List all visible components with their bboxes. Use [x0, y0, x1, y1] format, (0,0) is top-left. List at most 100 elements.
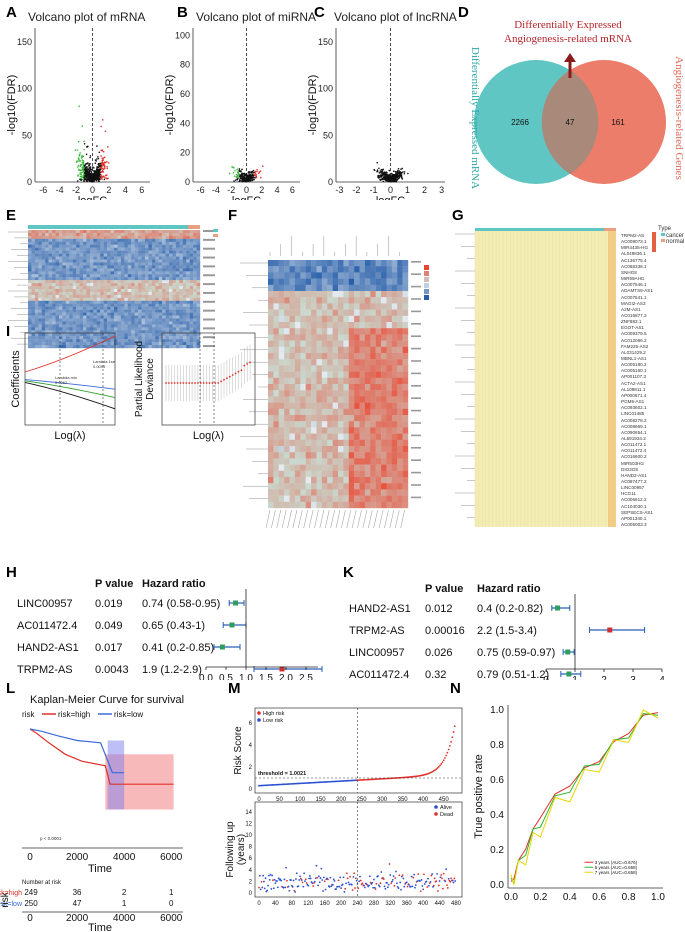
- heatmap-f-cell: [402, 495, 409, 502]
- heatmap-e-cell: [69, 286, 73, 290]
- heatmap-e-cell: [131, 274, 135, 278]
- heatmap-e-cell: [86, 241, 91, 245]
- heatmap-e-cell: [158, 303, 163, 307]
- heatmap-f-cell: [278, 495, 285, 502]
- heatmap-f-cell: [402, 384, 409, 391]
- heatmap-e-cell: [69, 230, 73, 234]
- heatmap-e-cell: [175, 277, 180, 281]
- volcano-point: [91, 175, 93, 178]
- venn-right-label: Angiogenesis-related Genes: [673, 56, 685, 180]
- heatmap-e-cell: [151, 300, 156, 304]
- heatmap-e-cell: [86, 309, 91, 313]
- heatmap-e-cell: [103, 283, 108, 287]
- heatmap-e-cell: [151, 230, 156, 234]
- heatmap-f-cell: [273, 365, 279, 372]
- heatmap-f-cell: [321, 371, 328, 378]
- heatmap-e-cell: [34, 271, 39, 275]
- volcano-point: [107, 146, 109, 148]
- heatmap-e-cell: [89, 291, 94, 296]
- heatmap-e-cell: [28, 345, 32, 349]
- heatmap-e-cell: [148, 241, 153, 245]
- heatmap-e-cell: [103, 324, 108, 328]
- heatmap-e-cell: [31, 336, 36, 340]
- heatmap-f-cell: [321, 421, 328, 428]
- heatmap-e-cell: [169, 283, 173, 287]
- heatmap-e-cell: [41, 345, 46, 349]
- heatmap-e-cell: [189, 238, 194, 242]
- heatmap-f-cell: [284, 470, 290, 478]
- heatmap-e-cell: [144, 289, 149, 293]
- volcano-point: [88, 176, 91, 178]
- heatmap-e-cell: [38, 321, 42, 325]
- heatmap-f-cell: [364, 309, 371, 316]
- heatmap-f-cell: [316, 303, 323, 310]
- heatmap-f-cell: [370, 315, 376, 323]
- heatmap-e-cell: [162, 327, 166, 331]
- heatmap-e-cell: [28, 232, 32, 237]
- heatmap-e-cell: [134, 274, 139, 278]
- volcano-point: [101, 119, 104, 121]
- heatmap-e-cell: [158, 286, 163, 290]
- heatmap-f-cell: [370, 427, 376, 434]
- heatmap-e-cell: [179, 333, 183, 337]
- heatmap-f-cell: [359, 483, 366, 490]
- heatmap-e-cell: [151, 268, 156, 272]
- volcano-point: [89, 156, 91, 159]
- heatmap-e-cell: [58, 297, 63, 301]
- heatmap-e-cell: [38, 268, 42, 272]
- heatmap-f-cell: [321, 384, 328, 391]
- heatmap-e-cell: [182, 297, 187, 301]
- heatmap-e-cell: [196, 339, 201, 343]
- heatmap-e-cell: [151, 235, 156, 240]
- forest-gene: LINC00957: [349, 647, 405, 659]
- heatmap-f-cell: [273, 415, 279, 422]
- heatmap-e-cell: [155, 253, 159, 257]
- heatmap-f-cell: [311, 291, 317, 298]
- heatmap-e-cell: [179, 230, 183, 234]
- heatmap-e-cell: [120, 286, 125, 290]
- volcano-point: [103, 161, 106, 164]
- heatmap-e-cell: [110, 247, 115, 251]
- heatmap-f-cell: [332, 427, 339, 434]
- heatmap-e-cell: [124, 241, 128, 245]
- heatmap-e-cell: [62, 250, 67, 254]
- heatmap-e-cell: [62, 294, 67, 299]
- heatmap-g-gene-label: MBNL1-AS1: [621, 356, 647, 361]
- y-tick-label: 60: [180, 89, 190, 99]
- heatmap-f-cell: [316, 284, 323, 292]
- heatmap-f-cell: [273, 458, 279, 465]
- heatmap-e-cell: [38, 309, 42, 313]
- heatmap-f-cell: [402, 421, 409, 428]
- heatmap-e-cell: [58, 244, 63, 248]
- heatmap-e-cell: [131, 232, 135, 237]
- heatmap-e-cell: [72, 235, 77, 240]
- heatmap-e-cell: [107, 259, 111, 263]
- heatmap-e-cell: [72, 342, 77, 346]
- volcano-point: [88, 164, 91, 167]
- heatmap-e-cell: [141, 271, 146, 275]
- volcano-point: [85, 146, 88, 148]
- heatmap-e-cell: [52, 280, 56, 284]
- heatmap-e-cell: [186, 277, 190, 281]
- heatmap-e-cell: [172, 265, 177, 269]
- forest-tick-label: 1.0: [239, 673, 253, 680]
- heatmap-f-cell: [289, 483, 296, 490]
- heatmap-f-cell: [359, 284, 366, 292]
- heatmap-f-cell: [343, 328, 349, 335]
- heatmap-f-cell: [268, 303, 274, 310]
- volcano-point: [376, 170, 378, 173]
- heatmap-e-cell: [138, 321, 142, 325]
- heatmap-e-cell: [79, 303, 84, 307]
- heatmap-f-cell: [327, 353, 333, 360]
- heatmap-f-cell: [391, 328, 398, 335]
- heatmap-e-cell: [28, 277, 32, 281]
- heatmap-e-cell: [96, 286, 101, 290]
- heatmap-e-cell: [110, 253, 115, 257]
- heatmap-e-cell: [38, 286, 42, 290]
- heatmap-e-cell: [144, 318, 149, 322]
- volcano-point: [247, 179, 249, 182]
- heatmap-e-cell: [107, 286, 111, 290]
- heatmap-e-cell: [193, 241, 197, 245]
- heatmap-e-cell: [69, 345, 73, 349]
- volcano-point: [234, 179, 237, 181]
